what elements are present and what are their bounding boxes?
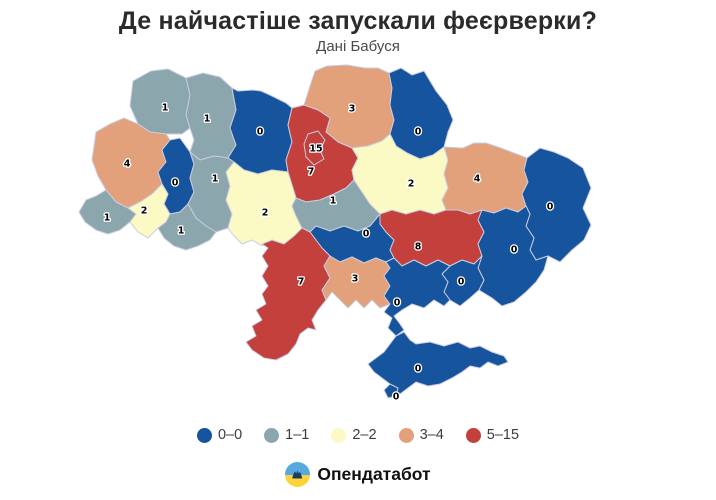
map-legend: 0–0 1–1 2–2 3–4 5–15 — [0, 427, 716, 443]
region-value-label-kirovohrad: 0 — [363, 229, 370, 240]
region-chernivtsi[interactable] — [157, 203, 217, 251]
region-value-label-vinnytsia: 2 — [262, 208, 269, 219]
region-value-label-mykolaiv: 3 — [352, 274, 359, 285]
brand-name: Опендатабот — [317, 464, 431, 484]
region-value-label-zaporizhzhia: 0 — [458, 277, 465, 288]
region-value-label-dnipropetrovsk: 8 — [415, 242, 422, 253]
region-value-label-kyiv-oblast: 7 — [308, 167, 315, 178]
legend-label: 5–15 — [486, 427, 520, 443]
legend-swatch-icon — [264, 427, 280, 443]
page-subtitle: Дані Бабуся — [316, 38, 400, 55]
region-value-label-donetsk: 0 — [511, 245, 518, 256]
legend-swatch-icon — [331, 427, 347, 443]
opendatabot-logo-icon — [285, 462, 311, 487]
region-value-label-khmelnytskyi: 1 — [212, 174, 219, 185]
region-value-label-chernivtsi: 1 — [178, 226, 185, 237]
bot-silhouette-icon — [292, 470, 303, 479]
legend-label: 0–0 — [217, 427, 243, 443]
legend-item-1–1: 1–1 — [264, 427, 309, 443]
region-mykolaiv[interactable] — [321, 255, 391, 309]
legend-swatch-icon — [196, 427, 212, 443]
legend-item-5–15: 5–15 — [465, 427, 520, 443]
region-value-label-chernihiv: 3 — [349, 104, 356, 115]
region-odesa[interactable] — [245, 227, 331, 361]
legend-item-0–0: 0–0 — [196, 427, 243, 443]
region-value-label-kharkiv: 4 — [474, 174, 481, 185]
region-value-label-zakarpattia: 1 — [104, 213, 111, 224]
legend-label: 2–2 — [352, 427, 377, 443]
region-rivne[interactable] — [185, 72, 237, 161]
region-value-label-sumy: 0 — [415, 127, 422, 138]
page-title: Де найчастіше запускали феєрверки? — [118, 7, 598, 35]
region-value-label-luhansk: 0 — [547, 202, 554, 213]
region-value-label-lviv: 4 — [124, 159, 131, 170]
region-sevastopol[interactable] — [383, 383, 399, 399]
region-value-label-kherson: 0 — [394, 298, 401, 309]
region-value-label-poltava: 2 — [408, 179, 415, 190]
region-kharkiv[interactable] — [441, 142, 529, 215]
region-crimea[interactable] — [367, 331, 509, 399]
region-value-label-cherkasy: 1 — [330, 196, 337, 207]
region-value-label-crimea: 0 — [415, 364, 422, 375]
brand-footer: Опендатабот — [0, 462, 716, 487]
region-value-label-kyiv-city: 15 — [309, 144, 322, 155]
region-value-label-sevastopol: 0 — [393, 392, 400, 403]
legend-item-3–4: 3–4 — [398, 427, 444, 443]
legend-item-2–2: 2–2 — [331, 427, 377, 443]
legend-label: 3–4 — [419, 427, 444, 443]
region-value-label-volyn: 1 — [162, 103, 169, 114]
region-sumy[interactable] — [388, 67, 454, 160]
region-value-label-odesa: 7 — [298, 277, 305, 288]
region-value-label-zhytomyr: 0 — [257, 127, 264, 138]
region-kherson[interactable] — [383, 257, 451, 337]
region-ivano-frankivsk[interactable] — [127, 183, 171, 239]
legend-label: 1–1 — [285, 427, 310, 443]
legend-swatch-icon — [465, 427, 481, 443]
region-value-label-ternopil: 0 — [172, 178, 179, 189]
region-dnipropetrovsk[interactable] — [379, 209, 485, 267]
region-value-label-ivano-frankivsk: 2 — [141, 206, 148, 217]
region-luhansk[interactable] — [521, 147, 592, 263]
region-value-label-rivne: 1 — [204, 114, 211, 125]
legend-swatch-icon — [398, 427, 414, 443]
region-kyiv-city[interactable] — [303, 130, 326, 166]
